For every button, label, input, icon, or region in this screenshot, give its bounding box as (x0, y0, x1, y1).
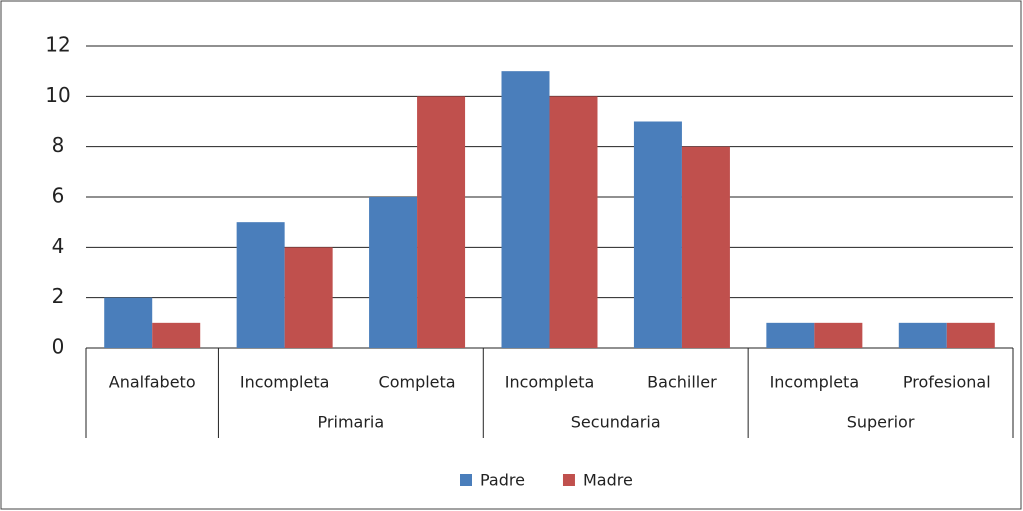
bar (946, 322, 995, 348)
bar (814, 322, 863, 348)
bar (417, 96, 466, 348)
bar (152, 322, 201, 348)
bar (501, 71, 550, 349)
bar (104, 297, 153, 348)
x-tick-label: Bachiller (647, 373, 717, 392)
legend-label: Madre (583, 471, 633, 490)
bar (681, 146, 730, 348)
y-tick-label: 8 (52, 133, 65, 157)
legend-swatch (460, 474, 472, 486)
bar (236, 222, 285, 348)
group-label: Secundaria (571, 413, 661, 432)
y-tick-label: 2 (52, 284, 65, 308)
y-tick-label: 12 (45, 33, 70, 57)
bar (549, 96, 598, 348)
y-tick-label: 4 (52, 234, 65, 258)
legend-label: Padre (480, 471, 525, 490)
legend-swatch (562, 474, 575, 486)
x-tick-label: Analfabeto (109, 373, 196, 392)
x-tick-label: Incompleta (240, 373, 330, 392)
group-label: Superior (847, 413, 915, 432)
bar (633, 121, 682, 348)
x-tick-label: Completa (379, 373, 456, 392)
bar (284, 247, 333, 348)
x-tick-label: Profesional (903, 373, 991, 392)
group-label: Primaria (318, 413, 385, 432)
bar (369, 197, 418, 348)
bar (766, 322, 815, 348)
bar (898, 322, 947, 348)
y-tick-label: 6 (52, 184, 65, 208)
y-tick-label: 0 (52, 335, 65, 359)
y-tick-label: 10 (45, 83, 70, 107)
x-tick-label: Incompleta (770, 373, 860, 392)
x-tick-label: Incompleta (505, 373, 595, 392)
